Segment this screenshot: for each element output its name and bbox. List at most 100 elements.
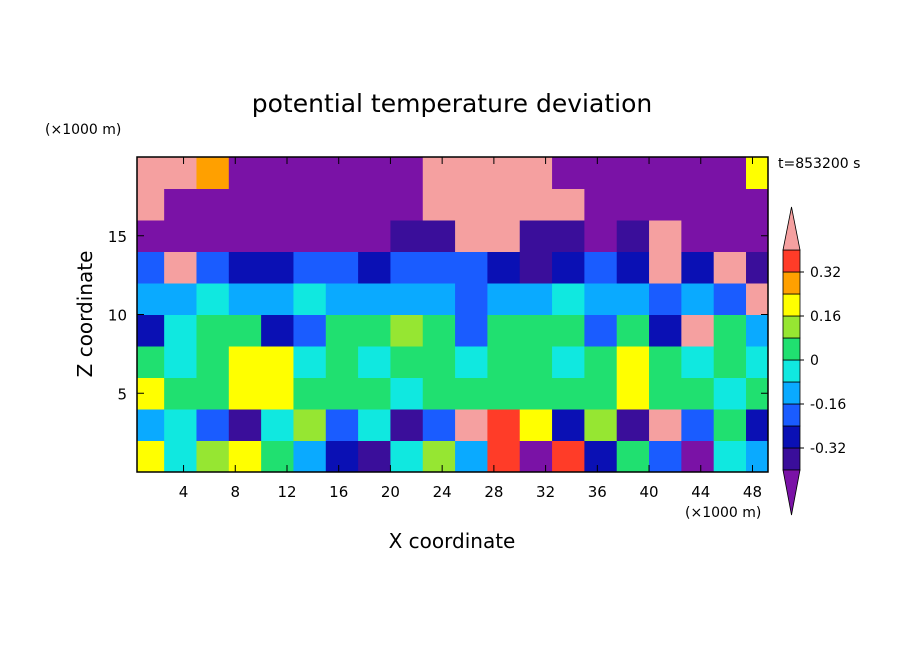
field-cell bbox=[616, 377, 650, 410]
x-axis-label: X coordinate bbox=[389, 529, 516, 553]
field-cell bbox=[422, 283, 456, 315]
field-cell bbox=[422, 188, 456, 221]
field-cell bbox=[422, 377, 456, 410]
field-cell bbox=[358, 409, 391, 441]
field-cell bbox=[649, 346, 682, 378]
field-cell bbox=[358, 220, 391, 252]
field-cell bbox=[713, 220, 747, 252]
field-cell bbox=[422, 440, 456, 472]
field-cell bbox=[584, 157, 618, 189]
field-cell bbox=[487, 220, 521, 252]
field-cell bbox=[681, 283, 715, 315]
field-cell bbox=[713, 251, 747, 284]
field-cell bbox=[552, 283, 585, 315]
field-cell bbox=[293, 157, 327, 189]
field-cell bbox=[584, 409, 618, 441]
field-cell bbox=[293, 377, 327, 410]
field-cell bbox=[649, 377, 682, 410]
field-cell bbox=[325, 188, 359, 221]
field-cell bbox=[228, 220, 262, 252]
field-cell bbox=[164, 377, 197, 410]
contour-field bbox=[137, 157, 768, 472]
field-cell bbox=[616, 409, 650, 441]
field-cell bbox=[325, 220, 359, 252]
field-cell bbox=[261, 220, 294, 252]
field-cell bbox=[293, 346, 327, 378]
field-cell bbox=[552, 377, 585, 410]
field-cell bbox=[552, 251, 585, 284]
field-cell bbox=[325, 251, 359, 284]
field-cell bbox=[519, 377, 553, 410]
field-cell bbox=[649, 251, 682, 284]
x-tick-label: 48 bbox=[743, 483, 762, 501]
field-cell bbox=[713, 188, 747, 221]
field-cell bbox=[519, 188, 553, 221]
field-cell bbox=[746, 314, 768, 347]
field-cell bbox=[616, 251, 650, 284]
field-cell bbox=[487, 157, 521, 189]
field-cell bbox=[519, 440, 553, 472]
field-cell bbox=[616, 314, 650, 347]
field-cell bbox=[358, 440, 391, 472]
field-cell bbox=[390, 377, 424, 410]
field-cell bbox=[196, 440, 230, 472]
field-cell bbox=[487, 377, 521, 410]
field-cell bbox=[616, 157, 650, 189]
field-cell bbox=[358, 283, 391, 315]
field-cell bbox=[196, 188, 230, 221]
field-cell bbox=[487, 251, 521, 284]
field-cell bbox=[455, 220, 488, 252]
field-cell bbox=[487, 314, 521, 347]
field-cell bbox=[713, 283, 747, 315]
field-cell bbox=[713, 409, 747, 441]
field-cell bbox=[455, 314, 488, 347]
x-tick-label: 24 bbox=[433, 483, 452, 501]
field-cell bbox=[228, 157, 262, 189]
field-cell bbox=[261, 157, 294, 189]
field-cell bbox=[746, 440, 768, 472]
field-cell bbox=[552, 409, 585, 441]
colorbar-box bbox=[782, 249, 801, 273]
colorbar-box bbox=[782, 425, 801, 449]
field-cell bbox=[584, 251, 618, 284]
field-cell bbox=[358, 251, 391, 284]
field-cell bbox=[455, 283, 488, 315]
field-cell bbox=[390, 251, 424, 284]
field-cell bbox=[293, 220, 327, 252]
field-cell bbox=[487, 283, 521, 315]
field-cell bbox=[137, 157, 165, 189]
field-cell bbox=[164, 314, 197, 347]
field-cell bbox=[293, 314, 327, 347]
colorbar-box bbox=[782, 359, 801, 383]
field-cell bbox=[487, 440, 521, 472]
colorbar-box bbox=[782, 271, 801, 295]
field-cell bbox=[228, 251, 262, 284]
y-unit: (×1000 m) bbox=[45, 122, 121, 138]
field-cell bbox=[261, 440, 294, 472]
field-cell bbox=[228, 314, 262, 347]
field-cell bbox=[325, 283, 359, 315]
field-cell bbox=[422, 220, 456, 252]
field-cell bbox=[649, 314, 682, 347]
field-cell bbox=[325, 440, 359, 472]
field-cell bbox=[137, 409, 165, 441]
field-cell bbox=[228, 377, 262, 410]
field-cell bbox=[422, 346, 456, 378]
field-cell bbox=[325, 314, 359, 347]
field-cell bbox=[325, 377, 359, 410]
field-cell bbox=[390, 440, 424, 472]
field-cell bbox=[616, 346, 650, 378]
field-cell bbox=[584, 220, 618, 252]
field-cell bbox=[713, 377, 747, 410]
field-cell bbox=[261, 251, 294, 284]
field-cell bbox=[358, 346, 391, 378]
field-cell bbox=[552, 314, 585, 347]
field-cell bbox=[649, 188, 682, 221]
field-cell bbox=[261, 377, 294, 410]
field-cell bbox=[649, 440, 682, 472]
field-cell bbox=[422, 157, 456, 189]
field-cell bbox=[519, 283, 553, 315]
x-tick-label: 4 bbox=[179, 483, 189, 501]
field-cell bbox=[746, 377, 768, 410]
colorbar-tick-label: -0.16 bbox=[810, 397, 846, 413]
